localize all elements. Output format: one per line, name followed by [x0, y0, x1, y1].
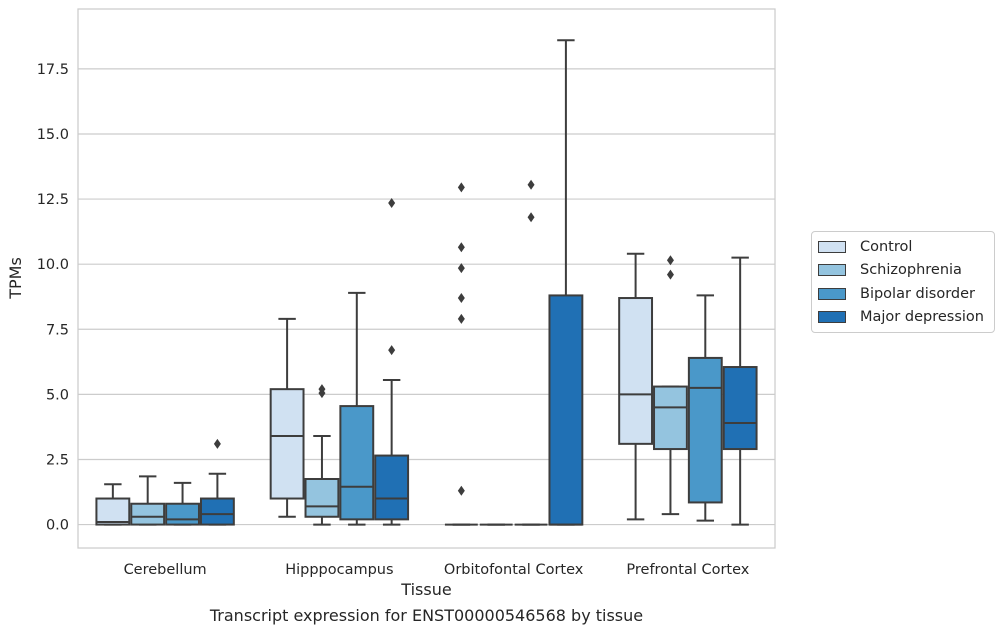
box-3-1 — [653, 255, 688, 516]
x-tick-label: Cerebellum — [124, 562, 207, 578]
y-tick-label: 2.5 — [46, 452, 69, 468]
outlier-point — [457, 182, 465, 193]
legend-swatch — [818, 311, 846, 324]
box-body — [548, 294, 584, 526]
box-body — [165, 502, 200, 526]
outlier-point — [666, 255, 674, 266]
box-2-3 — [548, 39, 584, 526]
legend-swatch — [818, 264, 846, 277]
outlier-point — [388, 197, 396, 208]
box-1-3 — [374, 197, 410, 526]
box-body — [95, 497, 131, 526]
y-tick-label: 0.0 — [46, 518, 69, 534]
outlier-point — [457, 263, 465, 274]
box-body — [653, 385, 688, 451]
outlier-point — [457, 485, 465, 496]
box-body — [304, 477, 340, 518]
box-1-0 — [269, 317, 305, 518]
boxes — [95, 39, 758, 526]
outlier-point — [457, 293, 465, 304]
legend-label: Schizophrenia — [860, 262, 962, 279]
legend: Control Schizophrenia Bipolar disorder Majo… — [811, 231, 995, 333]
box-1-1 — [304, 384, 340, 526]
x-tick-label: Orbitofontal Cortex — [444, 562, 584, 578]
legend-swatch — [818, 240, 846, 253]
box-body — [269, 388, 305, 500]
box-3-3 — [722, 256, 758, 526]
y-tick-label: 12.5 — [37, 192, 69, 208]
y-tick-label: 17.5 — [37, 62, 69, 78]
outlier-point — [666, 269, 674, 280]
x-tick-label: Prefrontal Cortex — [626, 562, 749, 578]
y-tick-label: 5.0 — [46, 387, 69, 403]
outlier-point — [457, 313, 465, 324]
box-0-3 — [199, 438, 235, 526]
box-3-0 — [618, 252, 654, 521]
outlier-point — [318, 384, 326, 395]
plot-frame — [77, 8, 776, 549]
box-2-2 — [514, 179, 548, 526]
legend-label: Major depression — [860, 309, 984, 326]
y-tick-label: 7.5 — [46, 322, 69, 338]
y-tick-label: 15.0 — [37, 127, 69, 143]
legend-label: Bipolar disorder — [860, 285, 975, 302]
x-axis-title: Tissue — [400, 580, 451, 599]
x-tick-label: Hipppocampus — [285, 562, 393, 578]
box-body — [374, 454, 410, 521]
box-2-0 — [444, 182, 478, 526]
box-3-2 — [687, 294, 723, 522]
box-body — [722, 366, 758, 451]
outlier-point — [388, 345, 396, 356]
legend-item: Control — [812, 235, 994, 259]
legend-item: Schizophrenia — [812, 259, 994, 283]
box-body — [618, 297, 654, 445]
y-tick-labels: 0.0 2.5 5.0 7.5 10.0 12.5 15.0 17.5 — [37, 62, 69, 534]
legend-label: Control — [860, 238, 913, 255]
y-axis-title: TPMs — [6, 257, 25, 300]
grid-lines — [78, 68, 775, 526]
y-tick-label: 10.0 — [37, 257, 69, 273]
x-tick-labels: Cerebellum Hipppocampus Orbitofontal Corte… — [124, 562, 750, 578]
box-body — [199, 497, 235, 526]
legend-swatch — [818, 287, 846, 300]
box-0-2 — [165, 481, 200, 526]
box-body — [130, 502, 166, 526]
outlier-point — [213, 438, 221, 449]
outlier-point — [457, 242, 465, 253]
box-1-2 — [339, 291, 375, 526]
legend-item: Major depression — [812, 306, 994, 330]
box-0-0 — [95, 483, 131, 526]
box-body — [339, 405, 375, 521]
legend-item: Bipolar disorder — [812, 282, 994, 306]
figure-caption: Transcript expression for ENST0000054656… — [209, 606, 644, 625]
box-body — [687, 356, 723, 504]
outlier-point — [527, 212, 535, 223]
outlier-point — [527, 179, 535, 190]
box-0-1 — [130, 475, 166, 526]
